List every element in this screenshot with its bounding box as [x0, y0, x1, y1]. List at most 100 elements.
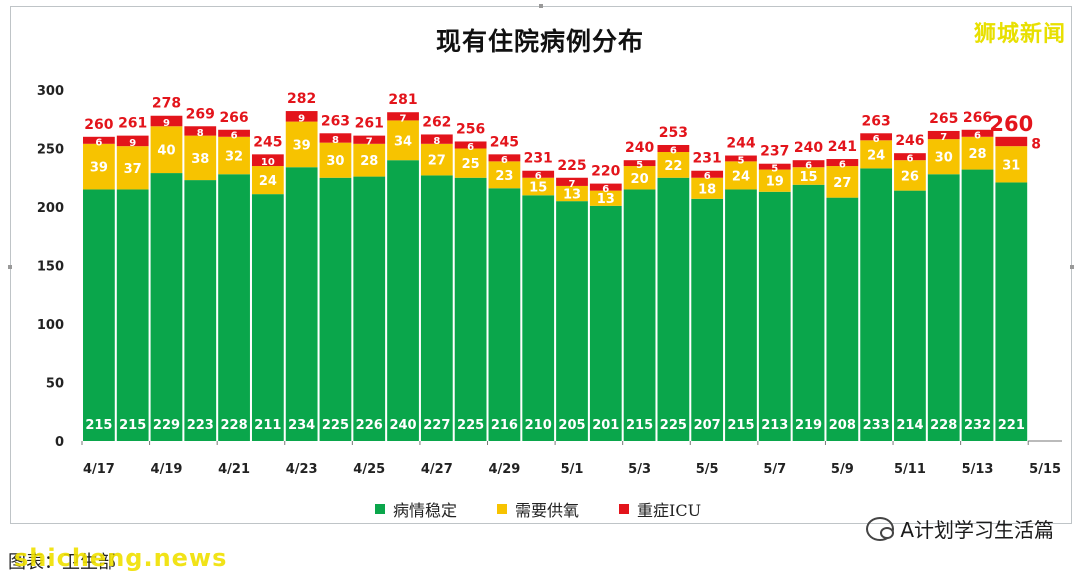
- bar-segment-oxygen: [860, 140, 893, 169]
- bar-total-label: 261: [118, 116, 147, 132]
- bar-segment-oxygen: [894, 160, 926, 191]
- bar-label-oxygen: 19: [766, 175, 784, 190]
- y-tick-label: 100: [37, 318, 64, 333]
- bar-label-icu: 5: [636, 160, 643, 171]
- source-caption: 图表：卫生部: [8, 552, 116, 573]
- bar-label-stable: 213: [761, 418, 788, 433]
- bar-label-stable: 215: [119, 418, 146, 433]
- x-tick-label: 5/9: [831, 462, 854, 477]
- bar-label-icu: 8: [433, 136, 440, 147]
- bar-label-stable: 223: [187, 418, 214, 433]
- bar-label-icu: 6: [501, 155, 508, 166]
- bar-segment-oxygen: [725, 161, 757, 190]
- bar-total-label: 241: [828, 139, 857, 155]
- bar-label-icu: 7: [366, 137, 373, 148]
- bar-segment-stable: [387, 160, 419, 441]
- bar-label-stable: 225: [322, 418, 349, 433]
- bar-label-stable: 228: [220, 418, 247, 433]
- bar-segment-oxygen: [961, 136, 994, 170]
- bar-total-label: 266: [963, 110, 992, 126]
- bar-segment-stable: [83, 189, 115, 441]
- legend-label-stable: 病情稳定: [393, 501, 458, 520]
- bar-label-icu: 9: [129, 138, 136, 149]
- bar-label-icu: 8: [197, 128, 204, 139]
- bar-label-stable: 215: [727, 418, 754, 433]
- bar-label-oxygen: 24: [732, 169, 750, 184]
- bar-segment-icu: [589, 183, 622, 191]
- watermark-text: A计划学习生活篇: [900, 518, 1054, 542]
- bar-segment-icu: [691, 170, 724, 178]
- bar-segment-oxygen: [454, 148, 487, 178]
- bar-segment-stable: [150, 173, 183, 441]
- bar-segment-oxygen: [691, 177, 724, 199]
- y-tick-label: 300: [37, 84, 64, 99]
- bar-total-label: 260: [989, 112, 1033, 136]
- bar-segment-icu: [961, 129, 994, 137]
- bar-segment-oxygen: [522, 177, 555, 196]
- bar-label-stable: 215: [626, 418, 653, 433]
- bar-segment-stable: [927, 174, 960, 442]
- bar-label-oxygen: 15: [800, 170, 818, 185]
- bar-label-stable: 207: [694, 418, 721, 433]
- bar-total-label: 244: [726, 136, 755, 152]
- bar-segment-oxygen: [150, 126, 183, 174]
- bar-total-label: 282: [287, 91, 316, 107]
- bar-segment-icu: [995, 136, 1028, 147]
- bar-segment-stable: [657, 177, 690, 441]
- x-tick-label: 4/19: [151, 462, 183, 477]
- bar-label-oxygen: 28: [968, 147, 986, 162]
- resize-handle-right[interactable]: [1070, 265, 1074, 269]
- wechat-icon: [866, 516, 895, 541]
- bar-total-label: 245: [490, 134, 519, 150]
- x-tick-label: 5/11: [894, 462, 926, 477]
- bar-segment-icu: [758, 163, 791, 170]
- bar-label-icu: 7: [400, 113, 407, 124]
- bar-segment-icu: [826, 159, 859, 167]
- bar-label-oxygen: 39: [90, 161, 108, 176]
- resize-handle-top[interactable]: [539, 4, 543, 8]
- bar-segment-stable: [792, 184, 825, 441]
- chart-legend: 病情稳定 需要供氧 重症ICU: [375, 497, 701, 521]
- bar-label-stable: 227: [423, 418, 450, 433]
- bar-segment-stable: [454, 177, 487, 441]
- bar-segment-oxygen: [556, 185, 588, 202]
- bar-label-icu: 6: [839, 160, 846, 171]
- bar-segment-oxygen: [353, 143, 386, 177]
- bar-label-oxygen: 18: [698, 182, 716, 197]
- bar-total-label: 265: [929, 111, 958, 127]
- bar-segment-stable: [116, 189, 149, 441]
- legend-label-oxygen: 需要供氧: [515, 501, 580, 520]
- bar-segment-icu: [218, 129, 250, 137]
- brand-logo-text: 狮城新闻: [973, 22, 1066, 47]
- bar-segment-oxygen: [792, 167, 825, 185]
- bar-total-label: 237: [760, 144, 789, 160]
- bar-segment-oxygen: [420, 143, 453, 176]
- bar-label-stable: 221: [998, 418, 1025, 433]
- bar-segment-icu: [725, 155, 757, 162]
- bar-segment-oxygen: [657, 152, 690, 178]
- bar-label-stable: 232: [964, 418, 991, 433]
- y-tick-label: 250: [37, 143, 64, 158]
- bar-total-label: 256: [456, 121, 485, 137]
- bar-label-oxygen: 34: [394, 134, 412, 149]
- bar-label-icu: 6: [467, 142, 474, 153]
- bar-segment-icu: [83, 136, 115, 144]
- bar-segment-icu: [792, 160, 825, 168]
- bar-total-label: 220: [591, 164, 620, 180]
- bar-label-icu: 10: [261, 157, 275, 168]
- bar-segment-stable: [589, 205, 622, 441]
- bar-label-icu: 6: [535, 171, 542, 182]
- x-tick-label: 4/23: [286, 462, 318, 477]
- bar-segment-stable: [894, 190, 926, 441]
- bar-segment-icu: [353, 135, 386, 144]
- bar-label-oxygen: 25: [462, 157, 480, 172]
- bar-total-label: 225: [557, 158, 586, 174]
- x-tick-label: 5/3: [628, 462, 651, 477]
- bar-label-icu: 6: [231, 130, 238, 141]
- bar-segment-stable: [725, 189, 757, 441]
- bar-label-icu: 5: [771, 164, 778, 175]
- bar-segment-oxygen: [758, 169, 791, 192]
- resize-handle-left[interactable]: [8, 265, 12, 269]
- bar-segment-stable: [420, 175, 453, 441]
- bar-total-label: 261: [355, 116, 384, 132]
